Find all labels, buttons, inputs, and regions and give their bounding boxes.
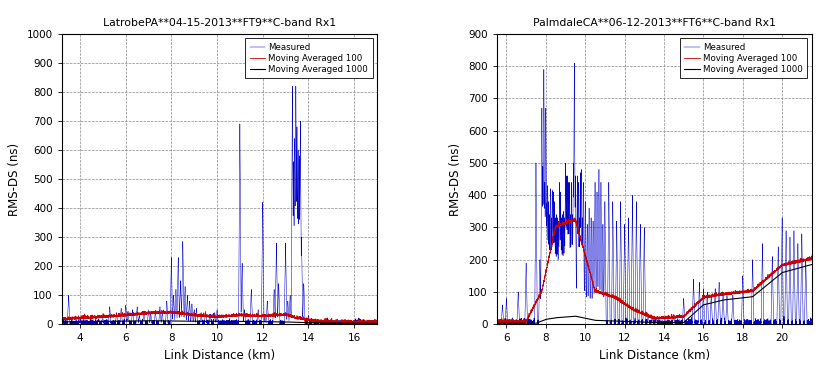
Line: Measured: Measured [62,86,377,324]
Measured [496,322,506,326]
Measured [492,319,502,324]
Moving Averaged 100 [190,313,199,318]
Measured [692,318,702,322]
Legend: Measured, Moving Averaged 100, Moving Averaged 1000: Measured, Moving Averaged 100, Moving Av… [246,38,372,78]
Line: Measured: Measured [497,63,812,324]
Moving Averaged 100 [158,308,168,312]
Measured [678,308,688,313]
Measured [257,267,267,271]
Measured [291,156,301,161]
Moving Averaged 100 [781,262,791,267]
Moving Averaged 100 [807,257,817,262]
Moving Averaged 100 [352,320,362,325]
Title: PalmdaleCA**06-12-2013**FT6**C-band Rx1: PalmdaleCA**06-12-2013**FT6**C-band Rx1 [532,18,775,28]
Moving Averaged 100 [624,303,634,308]
Measured [725,321,735,326]
Moving Averaged 1000 [807,262,817,267]
Moving Averaged 100 [721,293,731,297]
Measured [606,322,616,326]
Moving Averaged 1000 [626,319,636,324]
Moving Averaged 100 [797,259,807,263]
Y-axis label: RMS-DS (ns): RMS-DS (ns) [8,143,21,216]
Moving Averaged 100 [570,216,580,220]
Measured [372,320,382,325]
Moving Averaged 1000 [781,269,791,274]
X-axis label: Link Distance (km): Link Distance (km) [164,349,275,362]
Moving Averaged 1000 [57,320,67,324]
Moving Averaged 1000 [363,321,372,325]
Moving Averaged 1000 [720,297,730,302]
Measured [307,320,317,324]
Measured [57,320,67,325]
Moving Averaged 1000 [492,321,502,325]
Moving Averaged 1000 [372,321,382,326]
Moving Averaged 100 [372,319,382,323]
Moving Averaged 1000 [347,321,357,325]
Measured [243,318,253,323]
Moving Averaged 1000 [190,319,199,323]
Moving Averaged 1000 [207,319,217,323]
Line: Moving Averaged 100: Moving Averaged 100 [62,310,377,323]
Moving Averaged 100 [363,320,372,324]
Measured [288,84,297,89]
Moving Averaged 100 [627,306,637,311]
Moving Averaged 100 [642,313,652,318]
Legend: Measured, Moving Averaged 100, Moving Averaged 1000: Measured, Moving Averaged 100, Moving Av… [680,38,808,78]
Measured [508,316,517,321]
Measured [742,322,752,326]
Moving Averaged 1000 [286,320,296,324]
Y-axis label: RMS-DS (ns): RMS-DS (ns) [449,143,462,216]
Moving Averaged 1000 [192,319,202,323]
Measured [88,322,98,326]
Moving Averaged 1000 [641,320,651,325]
Moving Averaged 100 [347,319,357,323]
X-axis label: Link Distance (km): Link Distance (km) [598,349,709,362]
Line: Moving Averaged 1000: Moving Averaged 1000 [62,321,377,323]
Moving Averaged 100 [57,317,67,322]
Moving Averaged 100 [286,315,296,319]
Measured [171,288,180,293]
Line: Moving Averaged 100: Moving Averaged 100 [497,218,812,323]
Measured [73,321,82,326]
Moving Averaged 100 [207,313,217,317]
Measured [807,321,817,326]
Title: LatrobePA**04-15-2013**FT9**C-band Rx1: LatrobePA**04-15-2013**FT9**C-band Rx1 [103,18,336,28]
Moving Averaged 100 [492,319,502,323]
Moving Averaged 100 [192,313,202,317]
Moving Averaged 100 [508,320,517,325]
Moving Averaged 1000 [624,319,634,324]
Line: Moving Averaged 1000: Moving Averaged 1000 [497,265,812,323]
Moving Averaged 1000 [143,319,153,323]
Measured [569,61,579,65]
Moving Averaged 1000 [797,265,807,270]
